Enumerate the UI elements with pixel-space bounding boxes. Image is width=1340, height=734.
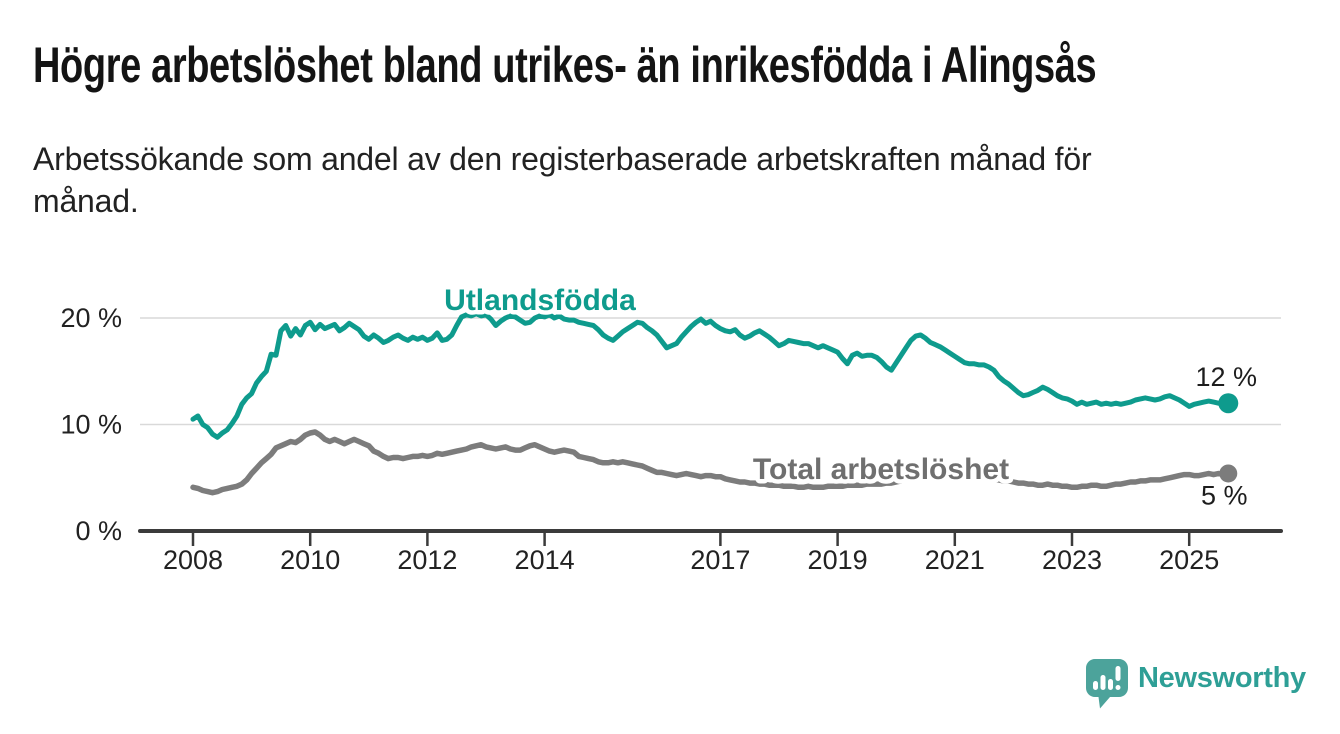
newsworthy-logo: Newsworthy: [1086, 656, 1306, 709]
x-tick-label: 2014: [515, 545, 575, 575]
page-title: Högre arbetslöshet bland utrikes- än inr…: [33, 37, 1097, 93]
x-tick-label: 2012: [397, 545, 457, 575]
series-label-0: Utlandsfödda: [444, 284, 636, 317]
subtitle-line-1: Arbetssökande som andel av den registerb…: [33, 141, 1092, 177]
series-end-dot-0: [1218, 393, 1239, 414]
y-tick-label: 20 %: [60, 303, 122, 333]
chart-subtitle: Arbetssökande som andel av den registerb…: [33, 138, 1092, 222]
series-end-value-1: 5 %: [1201, 480, 1248, 510]
newsworthy-wordmark: Newsworthy: [1138, 662, 1306, 694]
series-label-1: Total arbetslöshet: [753, 453, 1009, 486]
x-tick-label: 2008: [163, 545, 223, 575]
y-tick-label: 10 %: [60, 410, 122, 440]
series-line-0: [190, 311, 1231, 440]
x-tick-label: 2019: [808, 545, 868, 575]
x-tick-label: 2025: [1159, 545, 1219, 575]
series-end-value-0: 12 %: [1195, 362, 1257, 392]
subtitle-line-2: månad.: [33, 183, 139, 220]
series-end-dot-1: [1219, 464, 1238, 483]
x-tick-label: 2021: [925, 545, 985, 575]
series-line-1: [190, 429, 1232, 496]
bar-chart-bubble-icon: [1086, 659, 1128, 709]
y-tick-label: 0 %: [75, 516, 122, 546]
x-tick-label: 2023: [1042, 545, 1102, 575]
x-tick-label: 2017: [690, 545, 750, 575]
x-tick-label: 2010: [280, 545, 340, 575]
